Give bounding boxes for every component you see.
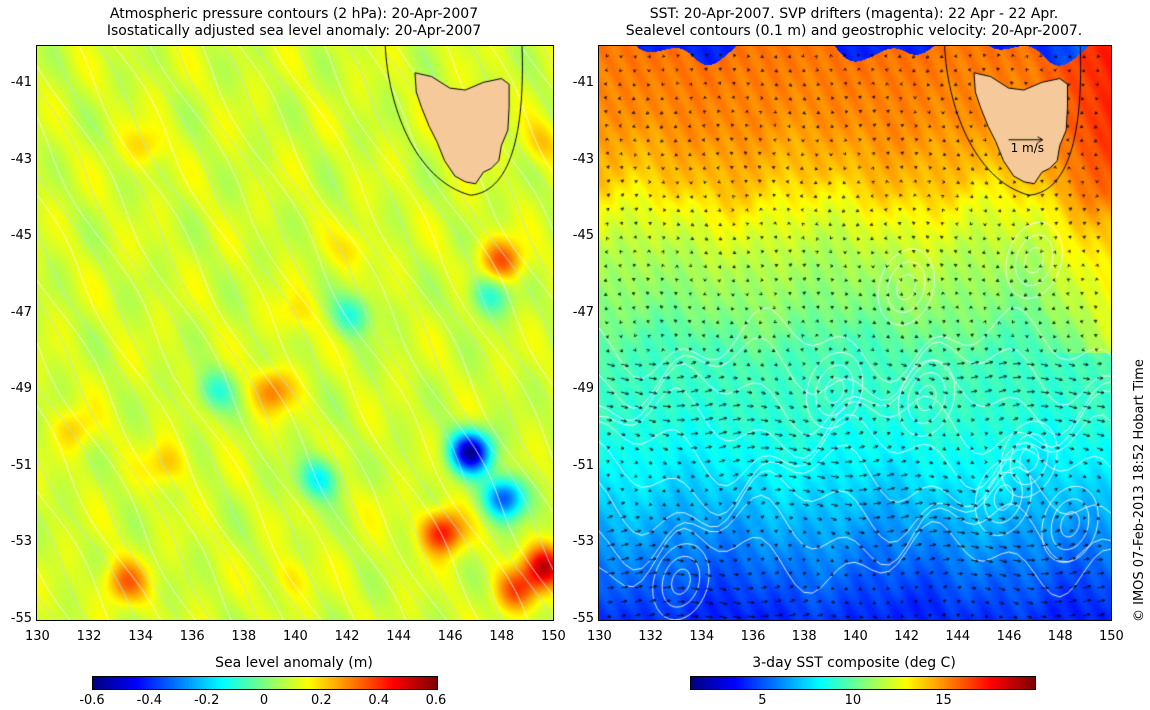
right-x-tick-label: 148 bbox=[1047, 629, 1073, 644]
right-y-tick-label: -43 bbox=[572, 151, 594, 167]
sst-map[interactable] bbox=[598, 45, 1112, 621]
right-y-tick-label: -53 bbox=[572, 534, 594, 550]
left-x-tick-label: 148 bbox=[489, 629, 515, 644]
right-title-line2: Sealevel contours (0.1 m) and geostrophi… bbox=[625, 23, 1083, 39]
left-y-tick-label: -43 bbox=[10, 151, 32, 167]
right-x-tick-label: 136 bbox=[740, 629, 766, 644]
left-x-tick-label: 150 bbox=[541, 629, 566, 644]
velocity-scale-label: 1 m/s bbox=[1010, 140, 1045, 155]
right-x-tick-label: 146 bbox=[996, 629, 1022, 644]
left-y-tick-label: -49 bbox=[10, 381, 32, 397]
left-colorbar-tick: -0.6 bbox=[79, 693, 105, 708]
left-x-tick-label: 146 bbox=[437, 629, 463, 644]
left-y-tick-label: -41 bbox=[10, 75, 32, 91]
left-x-tick-label: 136 bbox=[179, 629, 205, 644]
right-x-tick-label: 140 bbox=[843, 629, 868, 644]
left-title-line2: Isostatically adjusted sea level anomaly… bbox=[106, 23, 482, 39]
left-colorbar-tick: 0.2 bbox=[310, 693, 332, 708]
left-y-tick-label: -53 bbox=[10, 534, 32, 550]
sea-level-colorbar bbox=[92, 676, 438, 690]
left-y-tick-label: -51 bbox=[10, 457, 32, 473]
right-colorbar-tick: 15 bbox=[935, 693, 952, 708]
right-x-tick-label: 142 bbox=[894, 629, 920, 644]
right-y-tick-label: -41 bbox=[572, 75, 594, 91]
sst-field bbox=[599, 46, 1111, 620]
right-x-tick-label: 130 bbox=[587, 629, 612, 644]
left-y-tick-label: -47 bbox=[10, 304, 32, 320]
left-x-tick-label: 140 bbox=[283, 629, 308, 644]
left-y-tick-label: -45 bbox=[10, 228, 32, 244]
right-x-tick-label: 144 bbox=[945, 629, 971, 644]
right-x-tick-label: 138 bbox=[791, 629, 817, 644]
right-colorbar-label: 3-day SST composite (deg C) bbox=[752, 655, 956, 671]
right-y-tick-label: -45 bbox=[572, 228, 594, 244]
right-y-tick-label: -55 bbox=[572, 611, 594, 626]
left-colorbar-label: Sea level anomaly (m) bbox=[215, 655, 373, 671]
left-x-tick-label: 142 bbox=[334, 629, 360, 644]
right-colorbar-tick: 5 bbox=[758, 693, 767, 708]
sst-colorbar bbox=[690, 676, 1036, 690]
left-x-tick-label: 130 bbox=[25, 629, 50, 644]
right-colorbar-tick: 10 bbox=[844, 693, 862, 708]
left-colorbar-tick: -0.2 bbox=[193, 693, 220, 708]
sea-level-anomaly-map[interactable] bbox=[36, 45, 554, 621]
left-colorbar-tick: -0.4 bbox=[136, 693, 163, 708]
right-y-tick-label: -51 bbox=[572, 457, 594, 473]
left-x-tick-label: 134 bbox=[128, 629, 154, 644]
left-x-tick-label: 138 bbox=[231, 629, 257, 644]
right-y-tick-label: -49 bbox=[572, 381, 594, 397]
left-colorbar-tick: 0 bbox=[259, 693, 269, 708]
right-x-tick-label: 150 bbox=[1099, 629, 1124, 644]
left-colorbar-tick: 0.4 bbox=[368, 693, 389, 708]
sea-level-anomaly-field bbox=[37, 46, 553, 620]
left-y-tick-label: -55 bbox=[10, 611, 32, 626]
left-x-tick-label: 144 bbox=[386, 629, 412, 644]
right-title-line1: SST: 20-Apr-2007. SVP drifters (magenta)… bbox=[649, 6, 1059, 22]
right-panel-title: SST: 20-Apr-2007. SVP drifters (magenta)… bbox=[598, 6, 1110, 40]
left-colorbar-tick: 0.6 bbox=[425, 693, 447, 708]
left-title-line1: Atmospheric pressure contours (2 hPa): 2… bbox=[109, 6, 479, 22]
credit-text: © IMOS 07-Feb-2013 18:52 Hobart Time bbox=[1132, 359, 1147, 622]
right-x-tick-label: 134 bbox=[689, 629, 715, 644]
left-x-tick-label: 132 bbox=[76, 629, 102, 644]
right-x-tick-label: 132 bbox=[638, 629, 664, 644]
left-panel-title: Atmospheric pressure contours (2 hPa): 2… bbox=[36, 6, 552, 40]
right-y-tick-label: -47 bbox=[572, 304, 594, 320]
